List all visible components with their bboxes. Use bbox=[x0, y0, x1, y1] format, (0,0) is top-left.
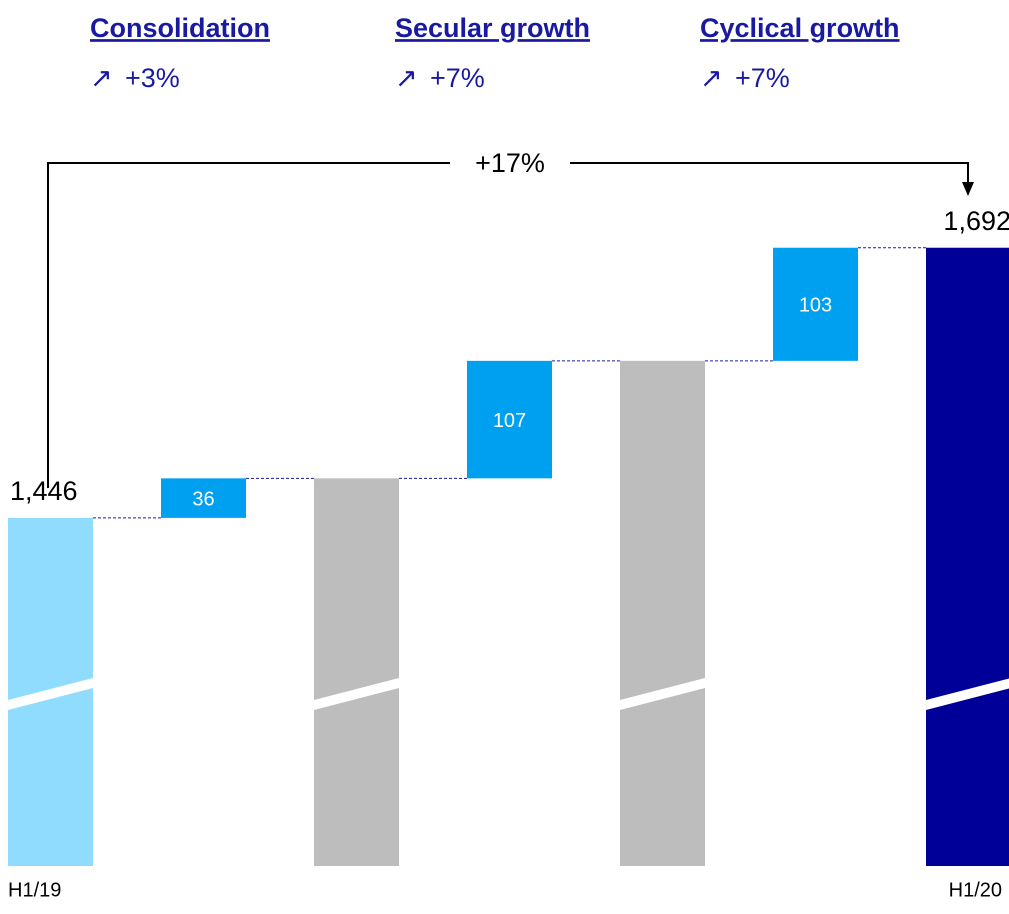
driver-title: Consolidation bbox=[90, 13, 270, 43]
total-bracket: +17% bbox=[47, 148, 974, 488]
bracket-line bbox=[570, 162, 969, 185]
bracket-line bbox=[47, 162, 450, 488]
bar bbox=[314, 478, 399, 866]
total-change: +17% bbox=[475, 148, 545, 178]
arrow-icon: ↗ bbox=[90, 63, 113, 93]
driver-title: Secular growth bbox=[395, 13, 590, 43]
driver-change: +7% bbox=[735, 63, 790, 93]
driver-change: +3% bbox=[125, 63, 180, 93]
drivers: Consolidation ↗ +3% Secular growth ↗ +7%… bbox=[90, 13, 900, 93]
bar bbox=[161, 478, 246, 518]
x-tick-label: H1/19 bbox=[8, 879, 61, 901]
value-label: 107 bbox=[493, 410, 526, 432]
axis-break bbox=[314, 678, 399, 710]
arrow-icon: ↗ bbox=[700, 63, 723, 93]
value-label: 1,446 bbox=[10, 476, 78, 506]
value-label: 1,692 bbox=[943, 206, 1009, 236]
x-tick-label: H1/20 bbox=[949, 879, 1002, 901]
driver-change: +7% bbox=[430, 63, 485, 93]
axis-break bbox=[8, 678, 93, 710]
bar bbox=[620, 360, 705, 866]
bar bbox=[467, 360, 552, 479]
driver-title: Cyclical growth bbox=[700, 13, 900, 43]
value-label: 36 bbox=[192, 488, 214, 510]
value-label: 103 bbox=[799, 295, 832, 317]
arrow-icon: ↗ bbox=[395, 63, 418, 93]
bracket-arrow bbox=[962, 182, 974, 196]
bar bbox=[926, 247, 1009, 866]
axis-break bbox=[926, 678, 1009, 710]
axis-break bbox=[620, 678, 705, 710]
bar bbox=[773, 247, 858, 361]
